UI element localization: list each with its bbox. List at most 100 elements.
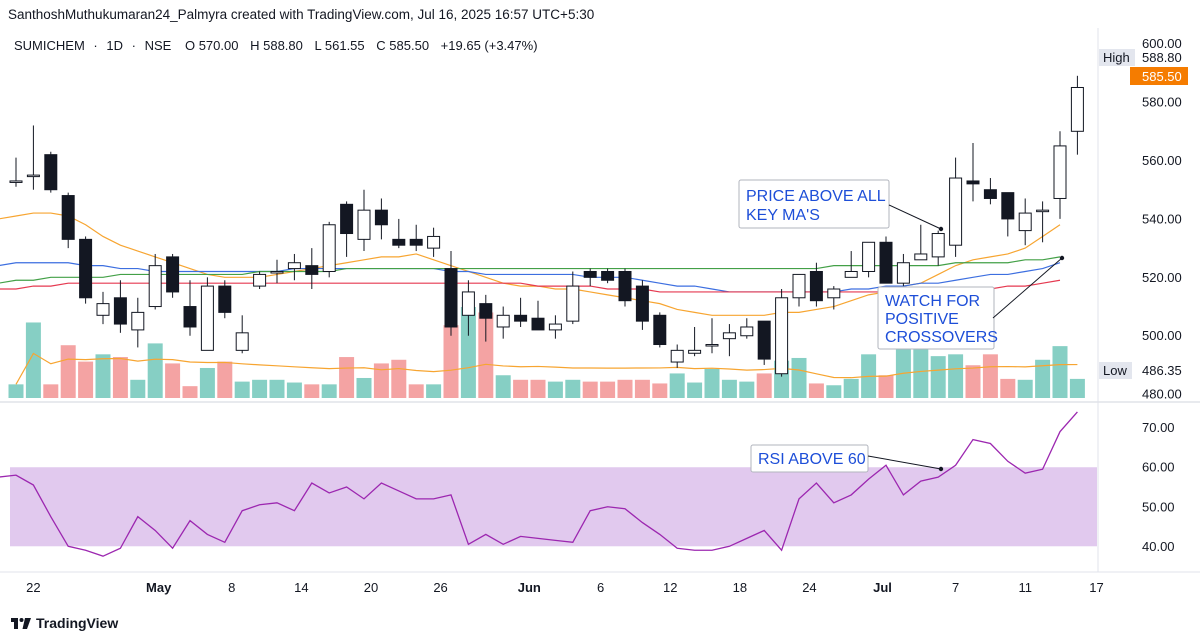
- candle-body: [26, 174, 40, 178]
- volume-bars: [8, 307, 1085, 398]
- candle-body: [705, 344, 719, 347]
- candle-body: [566, 285, 580, 322]
- volume-bar: [147, 343, 163, 398]
- candle: [131, 297, 145, 348]
- candle: [166, 253, 180, 298]
- candle-body: [461, 291, 475, 316]
- legend-open-label: O: [185, 38, 195, 53]
- candle-body: [896, 262, 910, 284]
- volume-bar: [478, 312, 494, 398]
- candle: [427, 227, 441, 257]
- candle: [896, 253, 910, 287]
- candle: [235, 315, 249, 354]
- annotation-price-above-box: [738, 179, 890, 229]
- top-bar: SanthoshMuthukumaran24_Palmyra created w…: [0, 0, 1200, 28]
- tradingview-logo[interactable]: TradingView: [10, 615, 118, 631]
- volume-bar: [721, 379, 737, 398]
- candle: [79, 236, 93, 304]
- candle: [340, 201, 354, 257]
- annotation-price-above-connector: [888, 204, 942, 230]
- time-tick-label: 8: [228, 580, 235, 595]
- candle-body: [131, 311, 145, 331]
- candle-body: [305, 265, 319, 275]
- candle-body: [653, 314, 667, 346]
- candle: [514, 297, 528, 327]
- price-tick-label: 540.00: [1142, 211, 1182, 226]
- volume-bar: [60, 345, 76, 398]
- volume-bar: [252, 379, 268, 398]
- volume-bar: [8, 384, 24, 398]
- candle: [983, 178, 997, 205]
- annotation-price-above-line-2: KEY MA'S: [746, 207, 820, 224]
- candle: [844, 251, 858, 278]
- candle: [618, 268, 632, 307]
- volume-bar: [356, 377, 372, 398]
- candle-body: [618, 270, 632, 302]
- candle-body: [670, 349, 684, 363]
- candle-body: [9, 180, 23, 183]
- candle: [113, 280, 127, 333]
- candle: [635, 280, 649, 330]
- price-tick-label: 500.00: [1142, 328, 1182, 343]
- last-price-badge: [1130, 67, 1188, 85]
- chart-canvas[interactable]: PRICE ABOVE ALL KEY MA'S WATCH FORPOSITIVE…: [0, 0, 1200, 604]
- annotation-watch-dot: [1059, 255, 1065, 261]
- annotation-price-above-dot: [938, 226, 944, 232]
- rsi-tick-label: 40.00: [1142, 539, 1175, 554]
- volume-bar: [199, 367, 215, 398]
- candle-body: [44, 154, 58, 191]
- annotation-watch-line-3: CROSSOVERS: [885, 329, 998, 346]
- annotation-rsi-box: [750, 444, 869, 473]
- candle-body: [740, 326, 754, 337]
- volume-bar: [1035, 359, 1051, 398]
- candle: [270, 259, 284, 284]
- candle-body: [1036, 209, 1050, 213]
- time-tick-label: 24: [802, 580, 816, 595]
- candle-body: [844, 270, 858, 278]
- volume-bar: [704, 368, 720, 398]
- candle-body: [792, 273, 806, 299]
- annotation-rsi-text: RSI ABOVE 60: [758, 451, 866, 468]
- volume-bar: [495, 375, 511, 398]
- candle-body: [61, 195, 75, 240]
- candle: [827, 286, 841, 310]
- candle-body: [322, 224, 336, 272]
- price-tick-label: 560.00: [1142, 153, 1182, 168]
- volume-bar: [756, 373, 772, 398]
- volume-bar: [304, 384, 320, 398]
- candle-body: [688, 349, 702, 354]
- volume-bar: [321, 384, 337, 398]
- volume-bar: [426, 384, 442, 398]
- candle-body: [949, 177, 963, 246]
- volume-bar: [826, 385, 842, 398]
- volume-bar: [1052, 346, 1068, 398]
- rsi-line: [0, 411, 1078, 557]
- candle: [444, 251, 458, 336]
- candle: [218, 280, 232, 319]
- candle: [253, 271, 267, 290]
- candle-body: [444, 268, 458, 328]
- candle: [61, 192, 75, 249]
- legend-exchange: NSE: [145, 38, 172, 53]
- high-value: 588.80: [1142, 50, 1182, 65]
- annotation-price-above-line-1: PRICE ABOVE ALL: [746, 188, 886, 205]
- candle: [775, 289, 789, 377]
- legend-close: 585.50: [389, 38, 429, 53]
- candle-body: [601, 270, 615, 281]
- footer: TradingView: [0, 604, 1200, 640]
- candle-body: [983, 189, 997, 199]
- candle-body: [392, 238, 406, 246]
- candle: [670, 344, 684, 368]
- candle: [705, 318, 719, 354]
- candle-body: [183, 306, 197, 328]
- volume-bar: [95, 354, 111, 398]
- volume-bar: [791, 357, 807, 398]
- candle-body: [409, 238, 423, 246]
- annotations: PRICE ABOVE ALL KEY MA'S WATCH FORPOSITIVE…: [738, 179, 1065, 473]
- candle: [26, 125, 40, 190]
- volume-bar: [460, 307, 476, 398]
- candle: [949, 157, 963, 257]
- tradingview-brand: TradingView: [36, 615, 119, 631]
- candle: [183, 280, 197, 336]
- rsi-tick-label: 70.00: [1142, 420, 1175, 435]
